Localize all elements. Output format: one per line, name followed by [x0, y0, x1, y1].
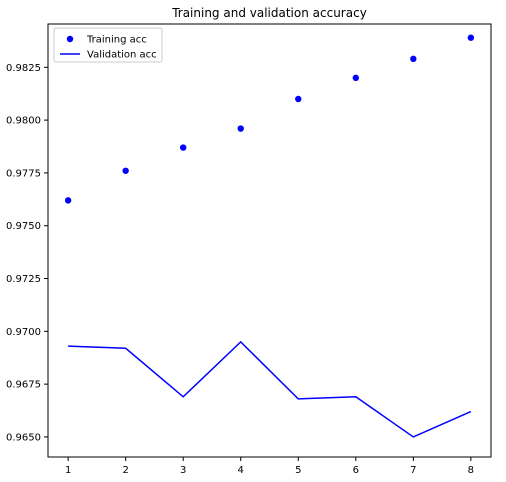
training-acc-point: [410, 55, 417, 63]
y-tick-label: 0.9675: [6, 380, 41, 391]
y-tick-label: 0.9700: [6, 327, 41, 338]
x-tick-label: 2: [122, 465, 128, 476]
x-tick-label: 8: [468, 465, 474, 476]
y-tick-label: 0.9775: [6, 168, 41, 179]
legend-label: Training acc: [86, 35, 147, 46]
legend-label: Validation acc: [87, 50, 157, 61]
axes: 1 2 3 4 5 6 7 8 0.9650 0.9675 0.9700 0.9725 0.9750 0.…: [6, 23, 492, 476]
y-tick-label: 0.9725: [6, 274, 41, 285]
y-tick-label: 0.9650: [6, 432, 41, 443]
training-acc-point: [352, 74, 359, 82]
training-acc-point: [180, 144, 187, 151]
y-tick-label: 0.9750: [6, 221, 41, 232]
x-tick-label: 5: [295, 465, 301, 476]
training-acc-point: [237, 125, 244, 132]
x-tick-label: 6: [353, 465, 359, 476]
legend: Training acc Validation acc: [53, 27, 163, 63]
x-tick-label: 1: [65, 465, 71, 476]
legend-marker-swatch: [66, 35, 74, 43]
training-acc-point: [122, 167, 129, 174]
training-acc-point: [64, 197, 72, 204]
y-tick-label: 0.9825: [6, 63, 41, 74]
validation-acc-line: [68, 340, 472, 438]
training-acc-point: [295, 95, 302, 103]
y-tick-label: 0.9800: [6, 116, 41, 127]
x-tick-label: 7: [410, 465, 416, 476]
chart-title: Training and validation accuracy: [171, 6, 367, 20]
plot-series: [64, 34, 475, 438]
legend-box: [53, 27, 163, 63]
x-tick-label: 4: [238, 465, 244, 476]
plot-frame: [47, 23, 492, 458]
x-tick-label: 3: [180, 465, 186, 476]
training-acc-point: [467, 34, 475, 41]
